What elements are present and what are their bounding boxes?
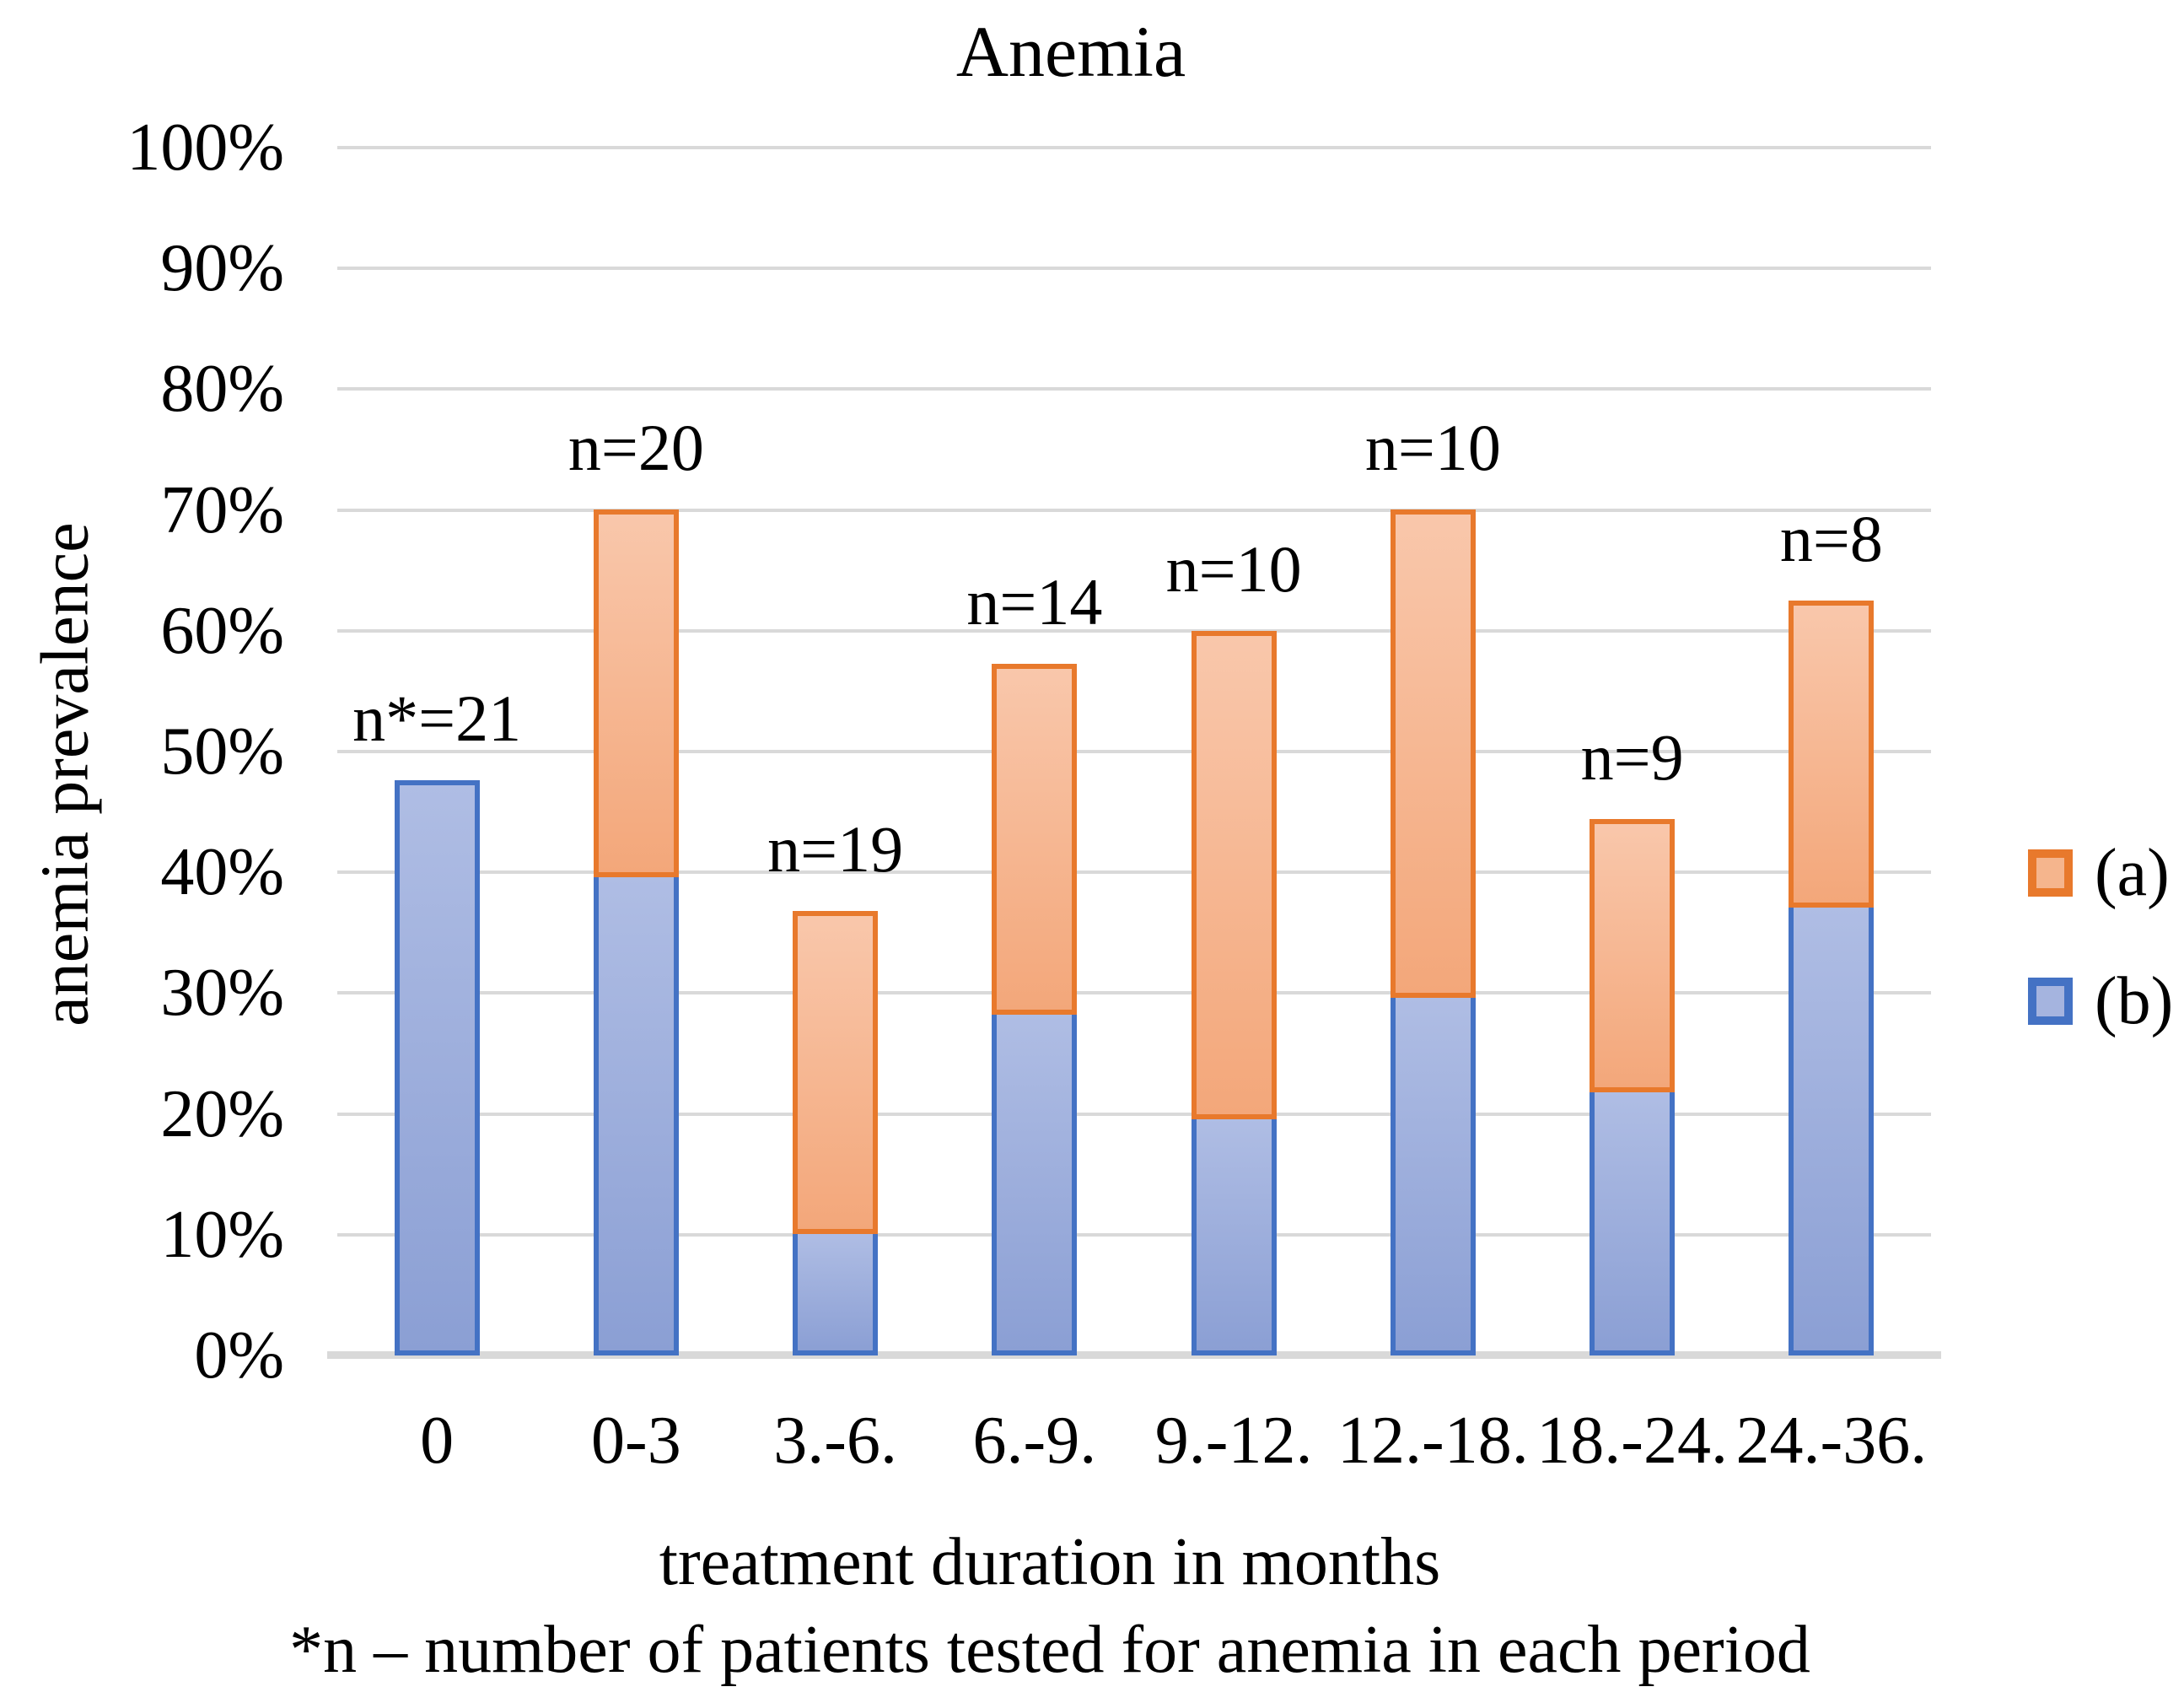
- x-tick-label: 12.-18.: [1337, 1404, 1529, 1478]
- gridline-80: [337, 387, 1931, 391]
- x-tick-label: 0-3: [591, 1404, 681, 1478]
- bar-segment-b: [1789, 903, 1875, 1355]
- bar-segment-b: [1191, 1114, 1277, 1355]
- bar-n-label: n*=21: [352, 682, 522, 755]
- gridline-90: [337, 267, 1931, 271]
- x-tick-label: 24.-36.: [1735, 1404, 1928, 1478]
- y-tick-label: 100%: [126, 110, 284, 185]
- bar-n-label: n=19: [767, 812, 904, 886]
- y-axis-ticks: 100% 90% 80% 70% 60% 50% 40% 30% 20% 10% 0%: [0, 114, 291, 1389]
- y-tick-label: 80%: [160, 352, 284, 427]
- y-tick-label: 60%: [160, 593, 284, 668]
- gridline-50: [337, 750, 1931, 753]
- x-tick-label: 9.-12.: [1154, 1404, 1313, 1478]
- y-tick-label: 40%: [160, 835, 284, 910]
- plot-area: n*=21 n=20 n=19 n=14 n=10 n=10 n=9 n=8: [327, 146, 1941, 1359]
- gridline-40: [337, 870, 1931, 875]
- bar-segment-a: [793, 911, 879, 1234]
- bar-n-label: n=10: [1165, 532, 1302, 606]
- bar-segment-a: [1789, 601, 1875, 908]
- x-tick-label: 18.-24.: [1536, 1404, 1728, 1478]
- y-tick-label: 20%: [160, 1076, 284, 1151]
- bar-segment-a: [593, 509, 679, 877]
- gridline-100: [337, 146, 1931, 149]
- bar-segment-b: [1590, 1087, 1676, 1355]
- bar-segment-a: [992, 664, 1078, 1015]
- legend-item-a: (a): [2028, 836, 2173, 910]
- y-tick-label: 50%: [160, 714, 284, 789]
- legend-swatch-a-icon: [2028, 849, 2073, 897]
- bar-n-label: n=20: [568, 411, 704, 484]
- bar-segment-a: [1191, 631, 1277, 1119]
- bar-segment-b: [593, 872, 679, 1355]
- legend-swatch-b-icon: [2028, 978, 2073, 1025]
- legend-label-a: (a): [2095, 836, 2170, 910]
- bar-n-label: n=8: [1779, 502, 1883, 575]
- gridline-60: [337, 628, 1931, 633]
- bar-n-label: n=14: [966, 565, 1103, 639]
- y-tick-label: 0%: [194, 1318, 284, 1393]
- bar-segment-a: [1590, 819, 1676, 1092]
- x-axis-ticks: 0 0-3 3.-6. 6.-9. 9.-12. 12.-18. 18.-24. 24.-36…: [337, 1407, 1931, 1500]
- legend: (a) (b): [2028, 836, 2174, 1105]
- x-tick-label: 3.-6.: [773, 1404, 897, 1478]
- gridline-30: [337, 991, 1931, 995]
- y-tick-label: 90%: [160, 231, 284, 306]
- gridline-10: [337, 1232, 1931, 1237]
- bar-segment-b: [1390, 993, 1476, 1355]
- bar-n-label: n=10: [1364, 411, 1501, 484]
- legend-item-b: (b): [2028, 964, 2174, 1038]
- x-tick-label: 6.-9.: [972, 1404, 1097, 1478]
- x-tick-label: 0: [420, 1404, 455, 1478]
- bar-segment-a: [1390, 509, 1476, 998]
- bar-segment-b: [992, 1010, 1078, 1355]
- x-axis-line: [327, 1351, 1941, 1359]
- bar-n-label: n=9: [1580, 720, 1684, 794]
- x-axis-title: treatment duration in months: [659, 1525, 1441, 1599]
- y-tick-label: 70%: [160, 472, 284, 547]
- y-tick-label: 10%: [160, 1197, 284, 1272]
- legend-label-b: (b): [2095, 964, 2174, 1038]
- gridline-70: [337, 508, 1931, 512]
- gridline-20: [337, 1112, 1931, 1116]
- y-tick-label: 30%: [160, 956, 284, 1031]
- chart-title: Anemia: [955, 11, 1186, 92]
- bar-segment-b: [394, 780, 480, 1355]
- bar-segment-b: [793, 1229, 879, 1355]
- footnote: *n – number of patients tested for anemi…: [289, 1613, 1810, 1687]
